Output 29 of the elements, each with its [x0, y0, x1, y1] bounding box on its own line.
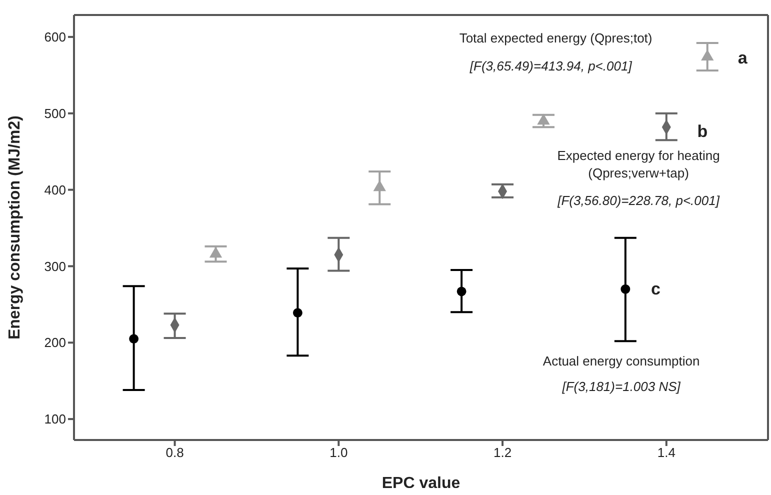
y-tick-label: 300 [44, 258, 66, 274]
point [209, 246, 222, 258]
annotation: Expected energy for heating [557, 148, 720, 164]
annotation: [F(3,56.80)=228.78, p<.001] [556, 193, 720, 208]
point [292, 308, 302, 318]
annotation: b [697, 122, 708, 141]
annotation: (Qpres;verw+tap) [588, 166, 689, 181]
y-tick-label: 100 [44, 412, 66, 427]
point [373, 180, 386, 192]
annotation: c [651, 279, 660, 298]
y-tick-label: 500 [44, 106, 66, 121]
annotation: Total expected energy (Qpres;tot) [459, 30, 652, 46]
point [620, 284, 630, 294]
point [456, 286, 466, 296]
y-tick-label: 200 [44, 335, 66, 350]
annotation: [F(3,181)=1.003 NS] [561, 378, 681, 394]
y-tick-label: 600 [44, 30, 66, 45]
y-axis-title: Energy consumption (MJ/m2) [6, 115, 24, 340]
y-tick-label: 400 [44, 182, 66, 198]
x-tick-label: 1.4 [657, 445, 676, 460]
annotation: Actual energy consumption [542, 354, 700, 369]
x-tick-label: 1.0 [330, 445, 348, 460]
x-tick-label: 0.8 [166, 445, 184, 460]
point [129, 334, 139, 344]
annotation: [F(3,65.49)=413.94, p<.001] [468, 58, 632, 74]
point [537, 114, 550, 125]
annotation: a [738, 48, 748, 68]
x-axis-title: EPC value [382, 475, 460, 492]
x-tick-label: 1.2 [493, 445, 512, 460]
